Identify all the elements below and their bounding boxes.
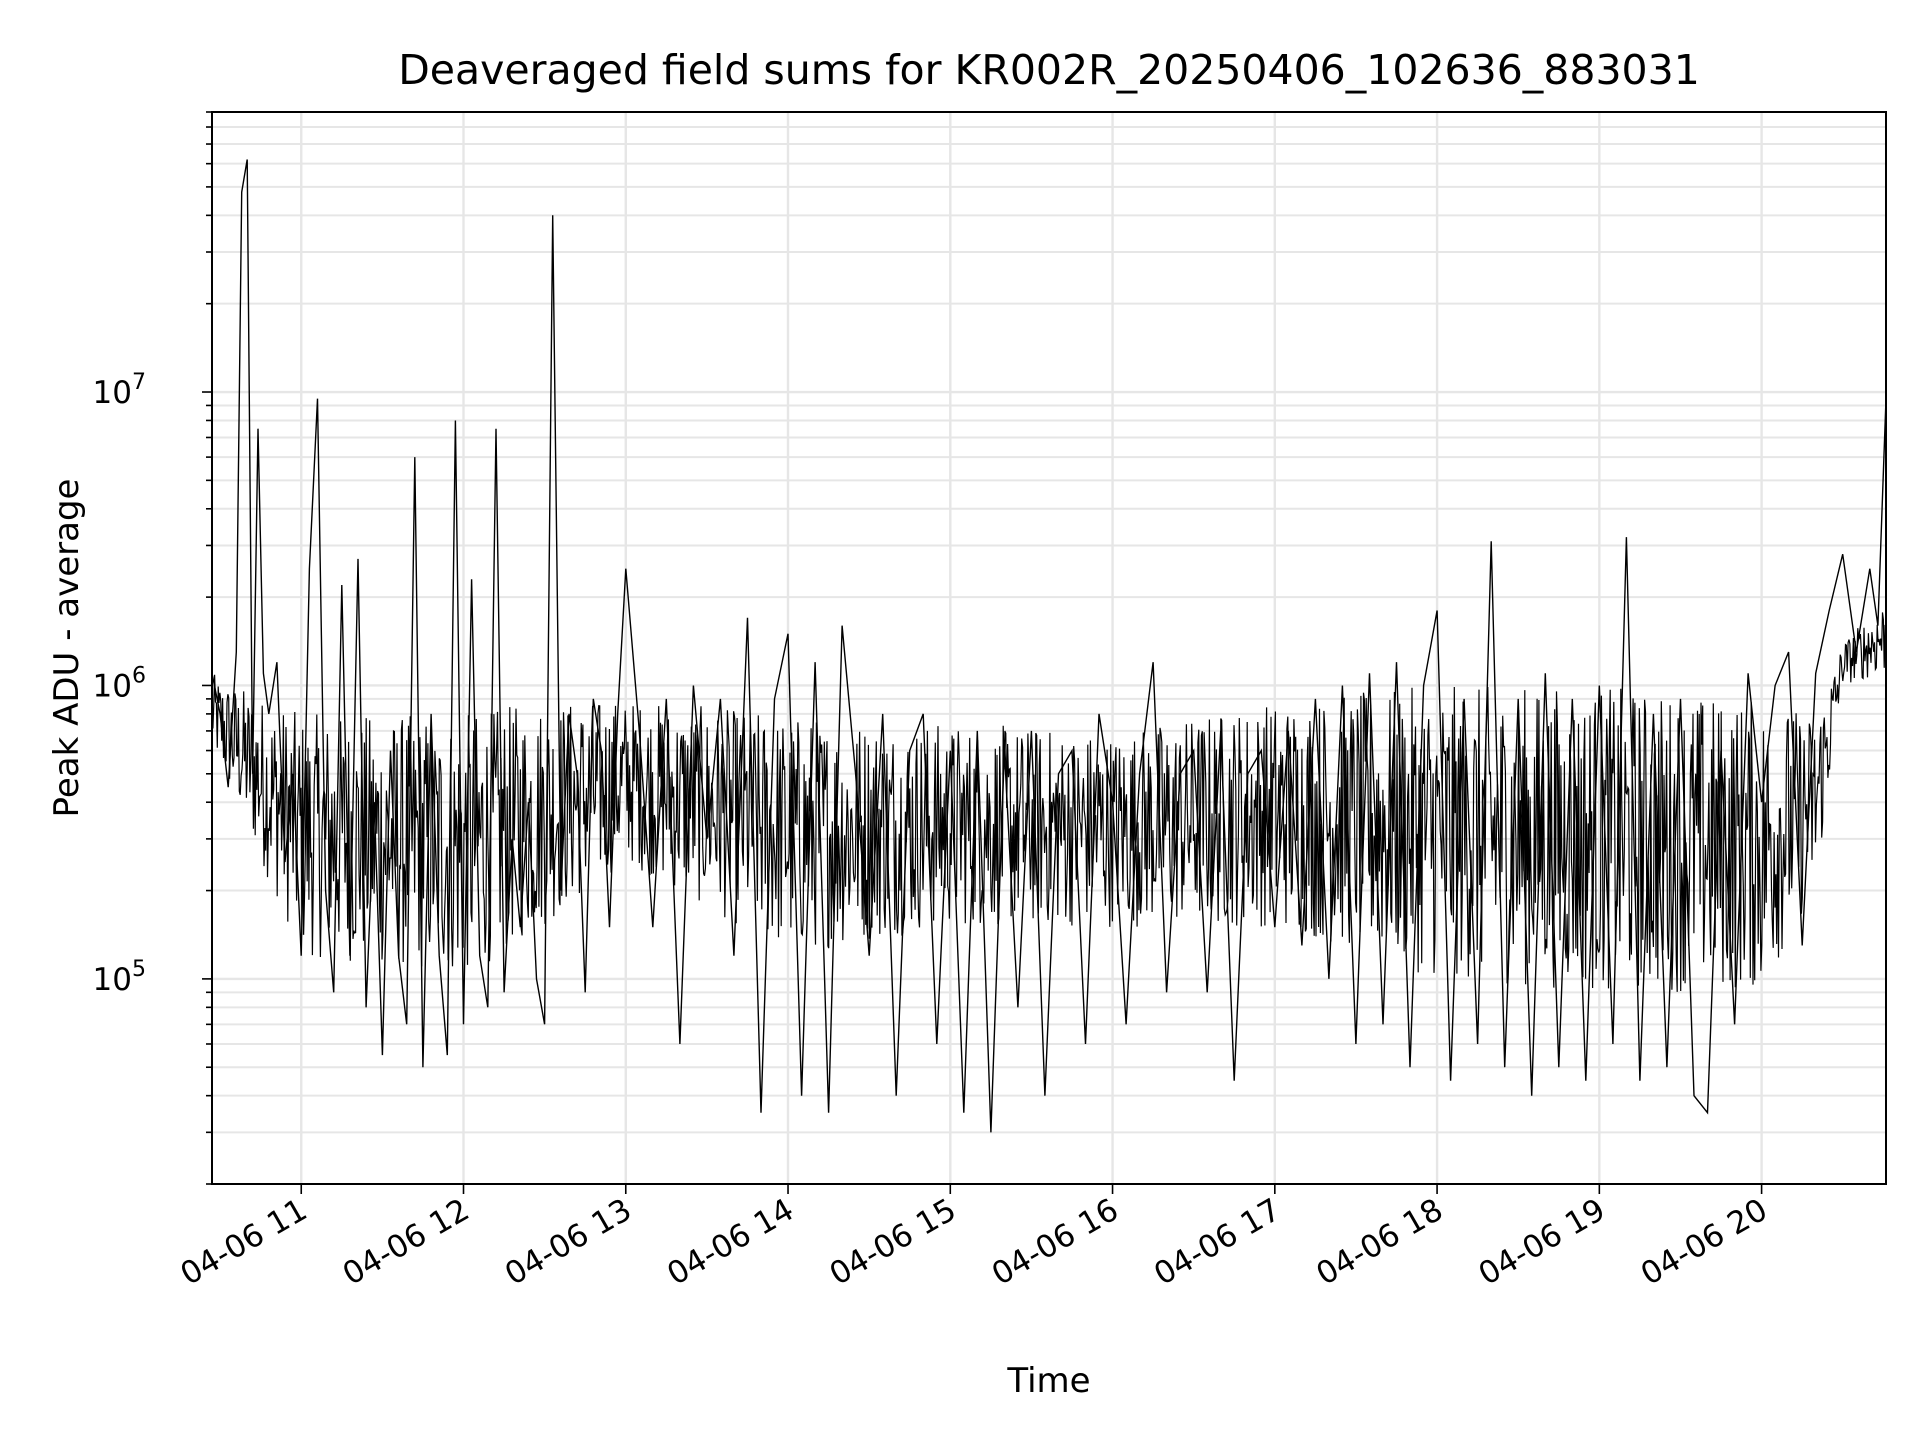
y-tick-label: 107	[93, 370, 146, 411]
series-line	[211, 159, 1887, 1133]
y-axis-title: Peak ADU - average	[47, 479, 87, 818]
series	[211, 159, 1887, 1133]
x-axis-title: Time	[1006, 1361, 1090, 1401]
chart-title: Deaveraged field sums for KR002R_2025040…	[398, 46, 1700, 94]
y-tick-label: 105	[93, 957, 146, 998]
plot-frame	[211, 111, 1887, 1185]
y-tick-label: 106	[93, 663, 146, 704]
